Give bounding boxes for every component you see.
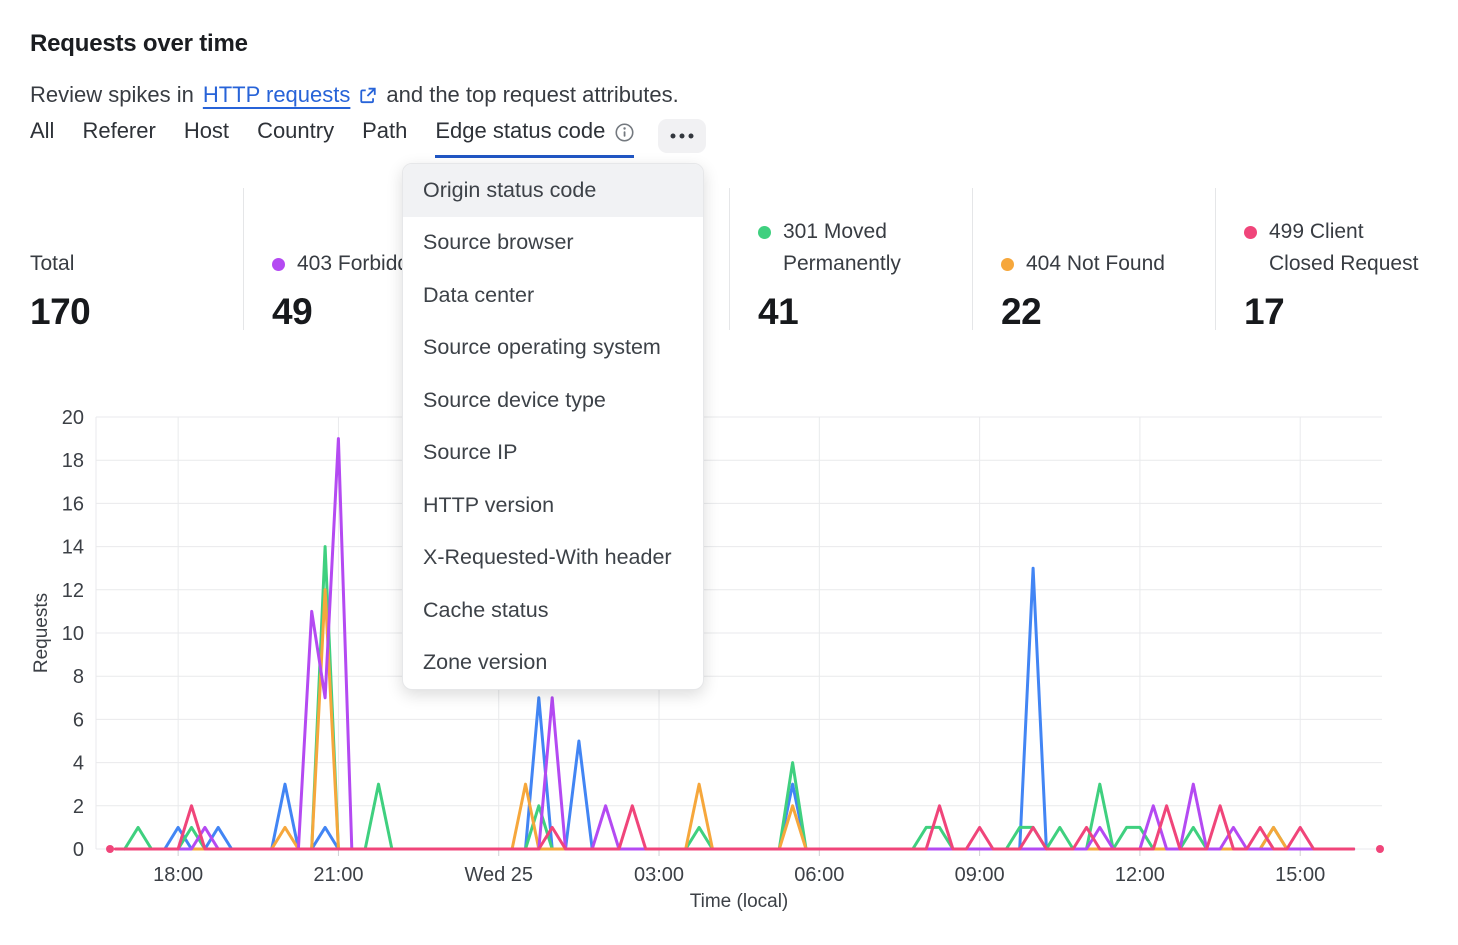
stat-total: Total 170 <box>0 188 243 330</box>
y-tick-label: 12 <box>62 580 84 602</box>
stat-label: 404 Not Found <box>1026 252 1165 276</box>
stat-499-client-closed-request: 499 Client Closed Request 17 <box>1215 188 1458 330</box>
x-axis-title: Time (local) <box>690 891 789 912</box>
stat-label: 301 Moved Permanently <box>783 219 901 276</box>
series-color-dot <box>1001 258 1014 272</box>
y-tick-label: 8 <box>73 666 84 688</box>
tab-country[interactable]: Country <box>257 118 334 158</box>
menu-item-source-ip[interactable]: Source IP <box>423 440 518 465</box>
y-tick-label: 16 <box>62 493 84 515</box>
page-title: Requests over time <box>30 30 248 58</box>
tab-label: Host <box>183 118 230 143</box>
series-end-dot-499 <box>1376 845 1384 853</box>
tab-label: Country <box>257 118 335 143</box>
menu-item-data-center[interactable]: Data center <box>423 282 535 307</box>
x-tick-label: 18:00 <box>153 864 203 886</box>
y-tick-label: 20 <box>62 407 84 429</box>
tab-label: Edge status code <box>435 118 606 143</box>
tab-label: Referer <box>82 118 156 143</box>
requests-chart[interactable]: 0 2 4 6 8 10 12 14 16 18 20 18:00 21:00 Wed 25 03:00 06… <box>0 400 1458 940</box>
x-tick-label: 06:00 <box>794 864 844 886</box>
y-tick-label: 0 <box>73 839 84 861</box>
tab-label: All <box>30 118 55 143</box>
y-tick-label: 2 <box>73 796 84 818</box>
tab-all[interactable]: All <box>30 118 54 158</box>
y-axis-title: Requests <box>31 593 52 673</box>
stat-403-forbidden: 403 Forbidden 49 <box>243 188 486 330</box>
stat-label: 403 Forbidden <box>297 252 433 276</box>
tab-referer[interactable]: Referer <box>82 118 155 158</box>
series-color-dot <box>1244 225 1257 239</box>
tab-label: Path <box>362 118 408 143</box>
x-tick-label: 21:00 <box>313 864 363 886</box>
stat-value: 22 <box>1001 291 1042 332</box>
external-link-icon[interactable] <box>359 87 377 105</box>
y-tick-label: 4 <box>73 753 84 775</box>
stats-row: Total 170 403 Forbidden 49 301 Moved Permane… <box>0 188 1458 330</box>
stat-404-not-found: 404 Not Found 22 <box>972 188 1215 330</box>
series-start-dot-499 <box>106 845 115 853</box>
requests-time-series-chart: 0 2 4 6 8 10 12 14 16 18 20 18:00 21:00 Wed 25 03:00 06… <box>31 407 1384 912</box>
x-tick-label: 09:00 <box>955 864 1005 886</box>
series-color-dot <box>272 258 285 272</box>
attribute-dropdown-menu: Origin status code Source browser Data cen… <box>402 163 704 690</box>
y-tick-label: 10 <box>62 623 84 645</box>
stat-value: 41 <box>758 291 799 332</box>
series-color-dot <box>758 225 771 239</box>
menu-item-source-browser[interactable]: Source browser <box>423 230 574 255</box>
menu-item-origin-status-code[interactable]: Origin status code <box>403 164 703 217</box>
y-tick-label: 14 <box>62 537 84 559</box>
dimension-tabs: All Referer Host Country Path Edge status cod… <box>30 118 707 158</box>
stat-value: 17 <box>1244 291 1285 332</box>
menu-item-zone-version[interactable]: Zone version <box>423 650 548 675</box>
more-tabs-button[interactable] <box>658 119 707 153</box>
stat-label: 499 Client Closed Request <box>1269 219 1419 276</box>
series-line-301 <box>123 545 1356 851</box>
subtitle-prefix: Review spikes in <box>30 82 194 107</box>
x-tick-label: Wed 25 <box>464 864 533 886</box>
x-tick-label: 03:00 <box>634 864 684 886</box>
series-line-blue <box>123 566 1356 851</box>
http-requests-link[interactable]: HTTP requests <box>202 82 351 107</box>
menu-item-cache-status[interactable]: Cache status <box>423 597 549 622</box>
tab-edge-status-code[interactable]: Edge status code <box>435 118 635 158</box>
tab-path[interactable]: Path <box>362 118 407 158</box>
subtitle-suffix: and the top request attributes. <box>386 82 679 107</box>
subtitle: Review spikes in HTTP requests and the t… <box>30 82 679 108</box>
stat-value: 170 <box>30 291 91 332</box>
ellipsis-icon <box>670 133 694 139</box>
x-tick-label: 12:00 <box>1115 864 1165 886</box>
y-tick-label: 6 <box>73 709 84 731</box>
stat-value: 49 <box>272 291 313 332</box>
menu-item-http-version[interactable]: HTTP version <box>423 492 555 517</box>
stat-label: Total <box>30 252 75 276</box>
series-line-499 <box>123 804 1356 851</box>
tab-host[interactable]: Host <box>184 118 229 158</box>
menu-item-source-device-type[interactable]: Source device type <box>423 387 606 412</box>
menu-item-source-operating-system[interactable]: Source operating system <box>423 335 661 360</box>
menu-item-x-requested-with-header[interactable]: X-Requested-With header <box>423 545 672 570</box>
stat-301-moved-permanently: 301 Moved Permanently 41 <box>729 188 972 330</box>
info-icon[interactable] <box>615 122 634 142</box>
series-line-403 <box>123 437 1356 851</box>
x-tick-label: 15:00 <box>1275 864 1325 886</box>
y-tick-label: 18 <box>62 450 84 472</box>
